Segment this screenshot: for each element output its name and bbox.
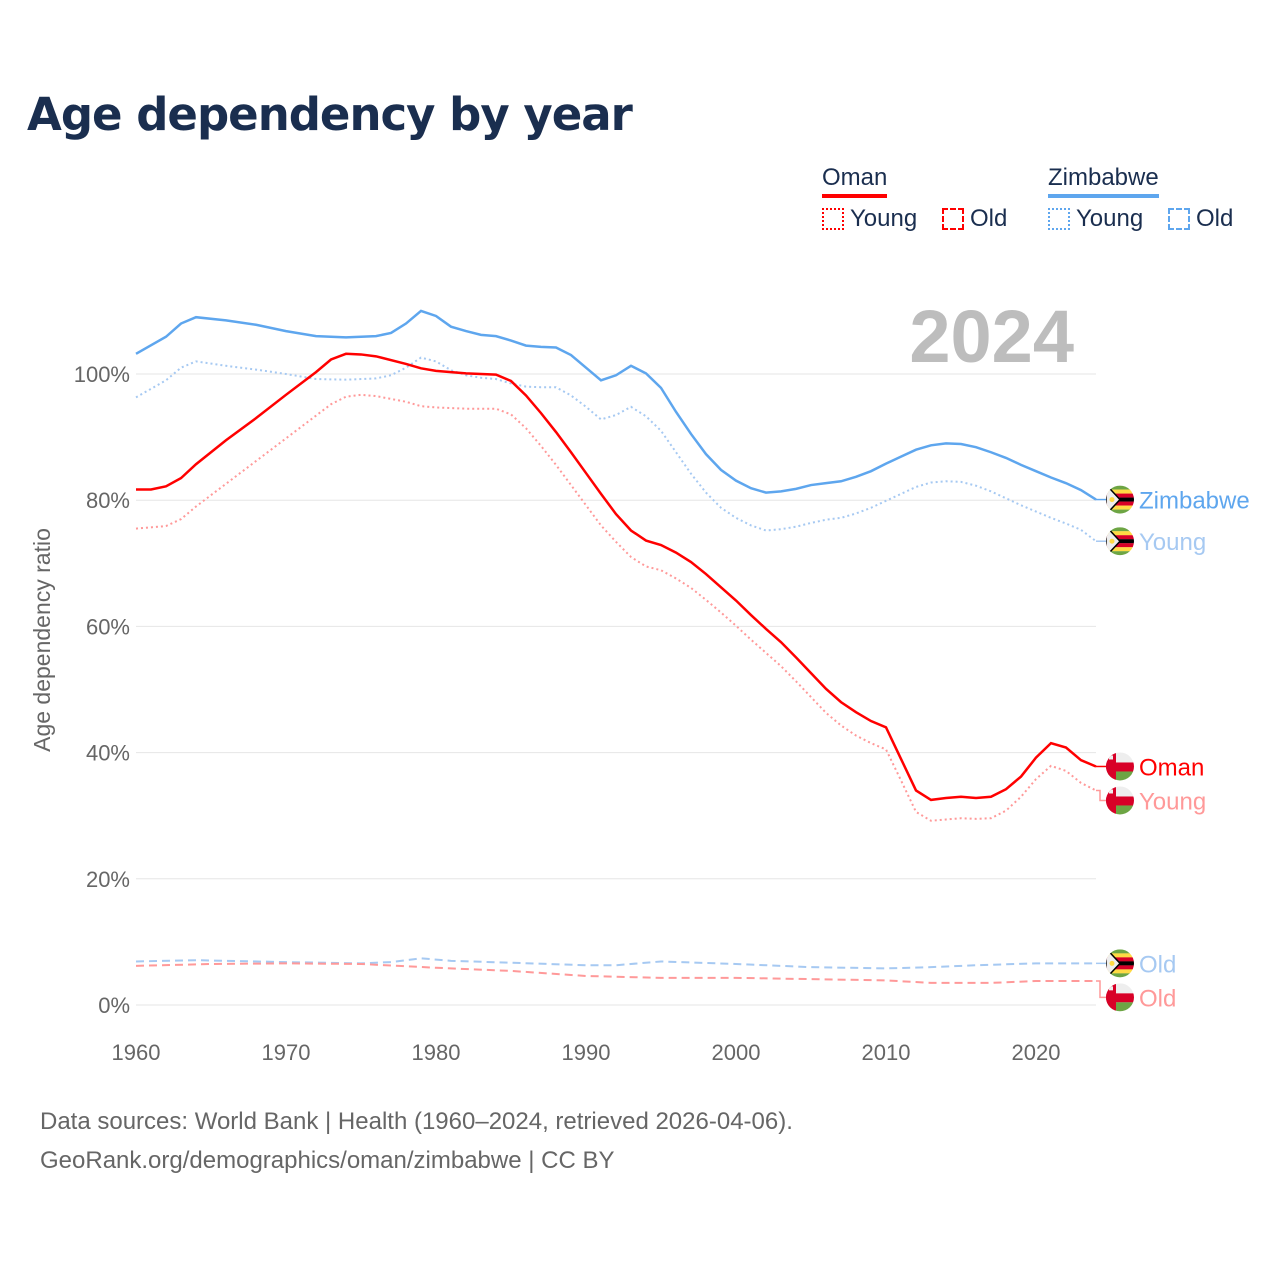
end-label-text: Zimbabwe bbox=[1139, 488, 1250, 515]
dashed-swatch-icon bbox=[942, 208, 964, 230]
y-tick-label: 40% bbox=[86, 741, 130, 766]
y-tick-label: 100% bbox=[74, 362, 130, 387]
series-line-oman-young[interactable] bbox=[135, 393, 1097, 822]
legend-label: Old bbox=[970, 205, 1008, 232]
x-tick-label: 1970 bbox=[262, 1040, 311, 1065]
leader-line bbox=[1096, 789, 1106, 802]
series-line-oman[interactable] bbox=[136, 352, 1097, 802]
oman-flag-icon bbox=[1106, 983, 1134, 1012]
y-tick-label: 0% bbox=[98, 993, 130, 1018]
x-tick-label: 1990 bbox=[562, 1040, 611, 1065]
end-label-oman-young: Young bbox=[1096, 786, 1206, 815]
x-tick-label: 2020 bbox=[1012, 1040, 1061, 1065]
chart-title: Age dependency by year bbox=[27, 88, 633, 141]
y-tick-label: 80% bbox=[86, 488, 130, 513]
end-label-oman-old: Old bbox=[1096, 980, 1176, 1012]
end-label-zimbabwe-young: Young bbox=[1096, 527, 1206, 556]
dotted-swatch-icon bbox=[822, 208, 844, 230]
legend-zimbabwe[interactable]: Zimbabwe bbox=[1048, 164, 1159, 198]
footer-link[interactable]: GeoRank.org/demographics/oman/zimbabwe |… bbox=[40, 1147, 615, 1174]
dashed-swatch-icon bbox=[1168, 208, 1190, 230]
footer-sources: Data sources: World Bank | Health (1960–… bbox=[40, 1108, 793, 1135]
legend-zimbabwe-old[interactable]: Old bbox=[1168, 205, 1233, 233]
legend-zimbabwe-young[interactable]: Young bbox=[1048, 205, 1143, 233]
end-label-text: Old bbox=[1139, 951, 1176, 978]
dotted-swatch-icon bbox=[1048, 208, 1070, 230]
y-axis-label: Age dependency ratio bbox=[29, 528, 55, 752]
end-label-text: Young bbox=[1139, 788, 1206, 815]
end-label-oman: Oman bbox=[1096, 752, 1204, 781]
x-tick-label: 2000 bbox=[712, 1040, 761, 1065]
zimbabwe-flag-icon bbox=[1106, 485, 1134, 514]
zimbabwe-flag-icon bbox=[1106, 527, 1134, 556]
series-line-oman-old[interactable] bbox=[135, 962, 1096, 984]
end-label-text: Old bbox=[1139, 985, 1176, 1012]
x-tick-label: 1980 bbox=[412, 1040, 461, 1065]
legend-oman[interactable]: Oman bbox=[822, 164, 888, 198]
end-label-zimbabwe: Zimbabwe bbox=[1096, 485, 1250, 515]
zimbabwe-flag-icon bbox=[1106, 949, 1134, 978]
legend-oman-young[interactable]: Young bbox=[822, 205, 917, 233]
y-tick-label: 20% bbox=[86, 867, 130, 892]
end-label-text: Oman bbox=[1139, 754, 1204, 781]
year-watermark: 2024 bbox=[909, 295, 1074, 378]
legend-label: Young bbox=[1076, 205, 1144, 232]
x-tick-label: 1960 bbox=[112, 1040, 161, 1065]
legend-label: Young bbox=[850, 205, 918, 232]
oman-flag-icon bbox=[1106, 786, 1134, 815]
y-tick-label: 60% bbox=[86, 614, 130, 639]
legend-oman-old[interactable]: Old bbox=[942, 205, 1007, 233]
x-tick-label: 2010 bbox=[862, 1040, 911, 1065]
end-label-zimbabwe-old: Old bbox=[1096, 949, 1176, 978]
series-line-zimbabwe-young[interactable] bbox=[135, 356, 1097, 543]
end-label-text: Young bbox=[1139, 529, 1206, 556]
legend-label: Old bbox=[1196, 205, 1234, 232]
series-line-zimbabwe[interactable] bbox=[135, 309, 1097, 501]
oman-flag-icon bbox=[1106, 752, 1134, 781]
leader-line bbox=[1096, 980, 1106, 999]
